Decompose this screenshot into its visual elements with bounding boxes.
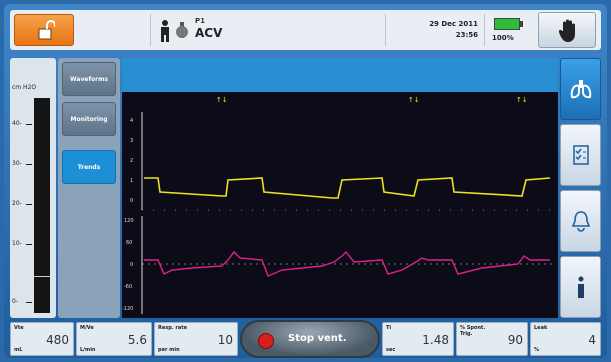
param-ti: Ti sec 1.48: [382, 322, 454, 356]
stop-label: Stop vent.: [288, 333, 347, 344]
pressure-unit: cm H2O: [12, 84, 37, 91]
pressure-level-marker: [34, 276, 50, 278]
graph-header: [122, 58, 558, 92]
bell-icon: [571, 211, 590, 232]
param-value: 4: [588, 333, 596, 347]
pressure-axis-tick: 0: [130, 198, 133, 204]
param-unit: sec: [386, 347, 396, 353]
trigger-marker: ↑↓: [216, 96, 228, 104]
param-value: 10: [217, 333, 233, 347]
param-label: Ti: [386, 325, 392, 331]
param-spont-trig: % Spont. Trig. 90: [456, 322, 528, 356]
pressure-tick: 0-: [12, 298, 32, 305]
pressure-tick: 40-: [12, 120, 32, 127]
manual-hand-button[interactable]: [538, 12, 596, 48]
flow-waveform: [144, 250, 550, 277]
bottom-parameters: Vte mL 480 M/Ve L/min 5.6 Resp. rate per…: [10, 320, 601, 358]
flow-axis-tick: -120: [122, 306, 133, 312]
side-buttons: [560, 58, 601, 318]
pressure-tick: 10-: [12, 240, 32, 247]
tab-waveforms[interactable]: Waveforms: [62, 62, 116, 96]
param-minute-volume: M/Ve L/min 5.6: [76, 322, 152, 356]
checklist-button[interactable]: [560, 124, 601, 186]
stop-icon: [258, 333, 274, 349]
battery-percent: 100%: [492, 34, 514, 42]
pressure-axis-tick: 3: [130, 138, 133, 144]
patient-id: P1: [195, 17, 206, 25]
battery-icon: [494, 18, 520, 30]
flow-axis-tick: 0: [130, 262, 133, 268]
flow-axis-tick: -60: [124, 284, 132, 290]
pressure-axis-tick: 4: [130, 118, 133, 124]
pressure-waveform: [144, 177, 551, 199]
info-button[interactable]: [560, 256, 601, 318]
battery-status: 100%: [488, 14, 532, 46]
top-bar: P1 ACV 29 Dec 2011 23:56 100%: [10, 10, 601, 50]
unlock-button[interactable]: [14, 14, 74, 46]
info-icon: [577, 276, 584, 298]
tab-trends[interactable]: Trends: [62, 150, 116, 184]
param-resp-rate: Resp. rate per min 10: [154, 322, 238, 356]
param-leak: Leak % 4: [530, 322, 601, 356]
pressure-tick: 20-: [12, 200, 32, 207]
waveform-canvas: 4 3 2 1 0 120 60 0 -60 -120: [122, 92, 558, 318]
param-unit: per min: [158, 347, 180, 353]
ventilator-screen: P1 ACV 29 Dec 2011 23:56 100% cm H2O 40-…: [4, 4, 607, 358]
stop-ventilation-button[interactable]: Stop vent.: [240, 320, 380, 358]
ventilation-settings-button[interactable]: [560, 58, 601, 120]
param-unit: %: [534, 347, 540, 353]
flow-axis-tick: 120: [124, 218, 134, 224]
view-tabs: Waveforms Monitoring Trends: [58, 58, 120, 318]
param-label: % Spont. Trig.: [460, 325, 486, 337]
param-label: Leak: [534, 325, 548, 331]
param-unit: mL: [14, 347, 23, 353]
param-label: M/Ve: [80, 325, 94, 331]
trigger-marker: ↑↓: [516, 96, 528, 104]
ventilation-mode: ACV: [195, 26, 223, 40]
param-value: 5.6: [127, 333, 147, 347]
waveform-svg: 4 3 2 1 0 120 60 0 -60 -120: [122, 112, 552, 314]
time-text: 23:56: [455, 31, 478, 39]
param-vte: Vte mL 480: [10, 322, 74, 356]
waveform-area: 4 3 2 1 0 120 60 0 -60 -120 ↑↓ ↑↓ ↑↓: [122, 58, 558, 318]
hand-icon: [559, 19, 575, 42]
trigger-marker-layer: ↑↓ ↑↓ ↑↓: [216, 96, 528, 104]
param-value: 1.48: [422, 333, 449, 347]
battery-tip: [520, 21, 523, 27]
pressure-tick: 30-: [12, 160, 32, 167]
unlock-icon: [38, 20, 55, 40]
param-unit: L/min: [80, 347, 96, 353]
param-label: Resp. rate: [158, 325, 188, 331]
param-value: 90: [507, 333, 523, 347]
tab-monitoring[interactable]: Monitoring: [62, 102, 116, 136]
patient-info: P1 ACV: [150, 14, 335, 46]
pressure-axis-tick: 1: [130, 178, 133, 184]
patient-lungs-icon: [176, 22, 188, 38]
flow-axis-tick: 60: [126, 240, 132, 246]
lungs-icon: [570, 80, 591, 99]
person-icon: [161, 20, 169, 42]
date-text: 29 Dec 2011: [429, 20, 478, 28]
date-time: 29 Dec 2011 23:56: [385, 14, 485, 46]
pressure-axis-tick: 2: [130, 158, 133, 164]
alarms-button[interactable]: [560, 190, 601, 252]
trigger-marker: ↑↓: [408, 96, 420, 104]
param-value: 480: [46, 333, 69, 347]
checklist-icon: [572, 145, 589, 165]
pressure-gauge: cm H2O 40- 30- 20- 10- 0-: [10, 58, 56, 318]
param-label: Vte: [14, 325, 24, 331]
pressure-bar: [34, 98, 50, 313]
